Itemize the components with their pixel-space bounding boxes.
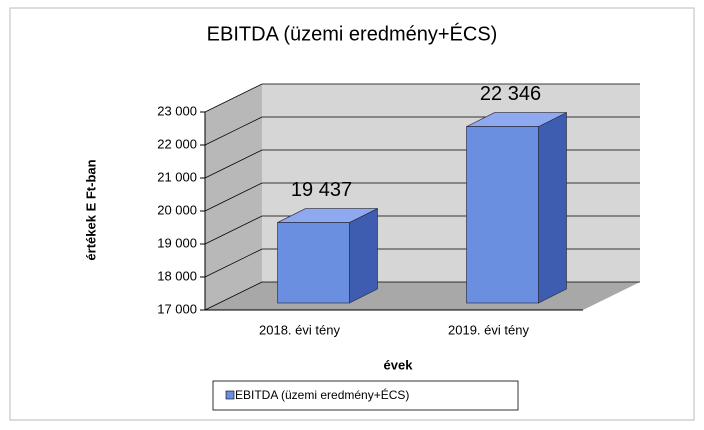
- legend-swatch: [225, 390, 235, 400]
- value-label: 19 437: [291, 179, 352, 201]
- bar: [277, 222, 350, 304]
- grid-line: [204, 83, 640, 113]
- y-tick-label: 20 000: [157, 202, 197, 217]
- legend: [212, 380, 519, 411]
- y-tick-label: 23 000: [157, 103, 197, 118]
- bar-side: [349, 208, 378, 304]
- chart-title: EBITDA (üzemi eredmény+ÉCS): [207, 22, 498, 45]
- value-label: 22 346: [480, 83, 541, 105]
- y-tick-label: 19 000: [157, 235, 197, 250]
- y-tick-label: 21 000: [157, 169, 197, 184]
- y-tick-label: 22 000: [157, 136, 197, 151]
- bar-side: [538, 112, 567, 304]
- legend-label: EBITDA (üzemi eredmény+ÉCS): [235, 387, 409, 402]
- floor: [205, 282, 640, 310]
- y-tick-label: 18 000: [157, 268, 197, 283]
- y-axis-label: értékek E Ft-ban: [83, 159, 98, 260]
- x-tick-label: 2018. évi tény: [259, 322, 340, 337]
- x-axis-label: évek: [384, 357, 414, 372]
- y-tick-label: 17 000: [157, 301, 197, 316]
- x-tick-label: 2019. évi tény: [448, 322, 529, 337]
- bar: [466, 126, 539, 304]
